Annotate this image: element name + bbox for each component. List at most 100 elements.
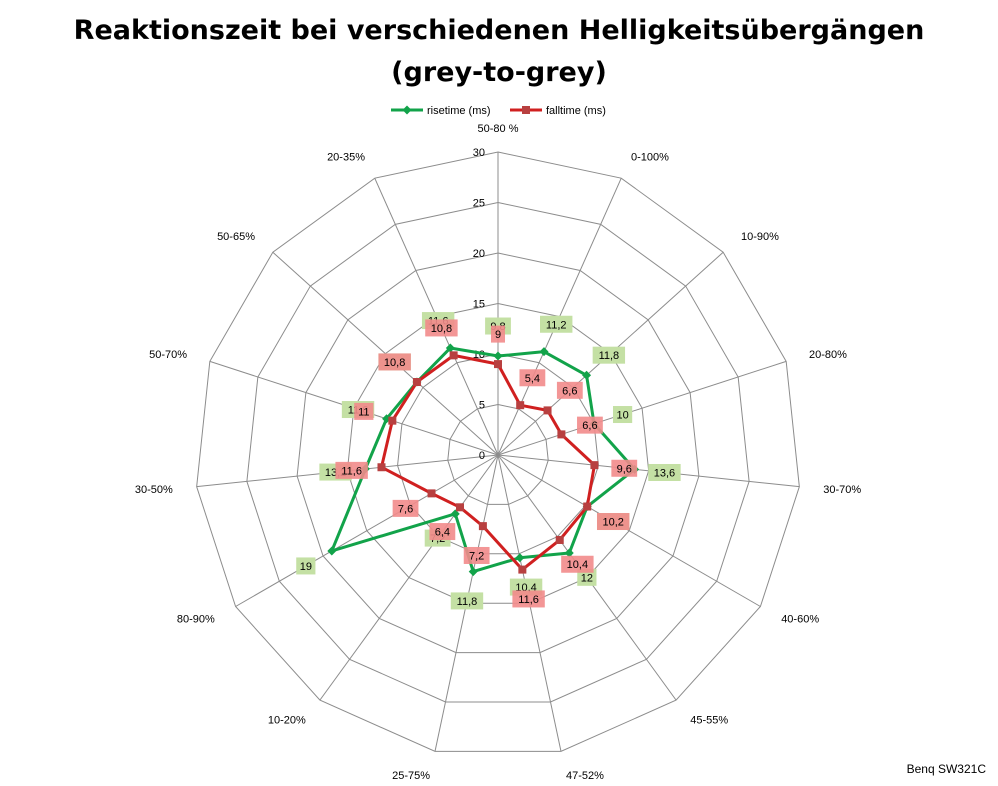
point-marker: [327, 546, 337, 556]
category-label: 30-70%: [823, 484, 861, 496]
data-label-bg: [429, 523, 456, 541]
point-marker: [450, 509, 460, 519]
category-label: 20-80%: [809, 349, 847, 361]
category-label: 30-50%: [135, 484, 173, 496]
data-label-bg: [519, 369, 546, 387]
category-label: 40-60%: [781, 614, 819, 626]
point-marker: [493, 351, 503, 361]
tick-label: 25: [473, 198, 485, 210]
data-label: 10,4: [567, 559, 588, 571]
data-label: 6,6: [562, 385, 577, 397]
category-label: 50-80 %: [478, 123, 519, 135]
grid-ring-30: [196, 151, 800, 752]
point-marker: [564, 548, 574, 558]
point-marker: [582, 370, 592, 380]
tick-label: 5: [479, 400, 485, 412]
spoke: [497, 360, 787, 456]
tick-label: 30: [473, 147, 485, 159]
point-marker: [557, 430, 566, 439]
data-label-bg: [335, 461, 368, 479]
category-label: 10-90%: [741, 231, 779, 243]
data-label: 19: [300, 561, 312, 573]
chart-title: Reaktionszeit bei verschiedenen Helligke…: [0, 10, 998, 94]
point-marker: [388, 416, 397, 425]
legend-marker: [522, 106, 530, 114]
data-label: 11,6: [518, 594, 539, 606]
data-label: 6,6: [582, 420, 597, 432]
spoke: [319, 454, 499, 701]
point-marker: [449, 351, 458, 360]
legend: risetime (ms) falltime (ms): [391, 105, 606, 117]
data-label-bg: [491, 325, 505, 343]
grid-ring-5: [447, 403, 549, 505]
chart-subtitle: (grey-to-grey): [391, 57, 607, 88]
chart-title-line1: Reaktionszeit bei verschiedenen Helligke…: [73, 15, 925, 46]
tick-label: 0: [479, 450, 485, 462]
data-label: 12: [581, 572, 593, 584]
spoke: [235, 454, 499, 607]
data-label: 10: [616, 410, 628, 422]
grid-ring-25: [246, 201, 750, 703]
point-marker: [377, 463, 386, 472]
series-line-0: [330, 346, 637, 574]
point-marker: [456, 503, 465, 512]
data-label: 13,6: [654, 467, 675, 479]
grid-ring-15: [346, 302, 650, 604]
data-label-bg: [577, 568, 597, 586]
data-label: 9,6: [617, 463, 632, 475]
data-label-bg: [592, 346, 626, 364]
category-label: 20-35%: [327, 151, 365, 163]
data-label-bg: [611, 459, 638, 477]
data-label: 5,4: [525, 373, 540, 385]
point-marker: [590, 461, 599, 470]
category-label: 50-70%: [149, 349, 187, 361]
point-marker: [468, 567, 478, 577]
point-marker: [555, 535, 564, 544]
data-label: 11,2: [546, 319, 567, 331]
data-label-bg: [450, 592, 484, 610]
spoke: [497, 454, 761, 607]
data-label-bg: [540, 315, 573, 333]
legend-marker: [402, 105, 412, 115]
data-label: 11,8: [457, 596, 478, 608]
point-marker: [445, 343, 455, 353]
data-label: 7,6: [398, 503, 413, 515]
series-line-1: [379, 353, 596, 572]
data-label: 10,2: [602, 517, 623, 529]
data-label: 10,8: [431, 323, 452, 335]
radar-grid: [196, 151, 800, 752]
footer-label: Benq SW321C: [906, 762, 986, 776]
point-marker: [494, 360, 502, 369]
data-label: 11,6: [341, 465, 362, 477]
data-label: 11: [358, 406, 369, 418]
category-label: 47-52%: [566, 770, 604, 782]
grid-ring-20: [296, 252, 700, 654]
tick-label: 20: [473, 248, 485, 260]
category-labels: 50-80 % 0-100% 10-90% 20-80% 30-70% 40-60% 45-…: [135, 123, 861, 782]
data-label: 10,8: [384, 357, 405, 369]
point-marker: [516, 401, 525, 410]
category-label: 50-65%: [217, 231, 255, 243]
data-label-bg: [561, 555, 594, 573]
data-label-bg: [556, 381, 583, 399]
data-label-bg: [378, 353, 411, 371]
point-marker: [412, 378, 421, 387]
data-label: 9: [495, 329, 501, 341]
data-label: 6,4: [435, 527, 450, 539]
data-label-bg: [577, 416, 603, 434]
data-label: 11,8: [599, 350, 620, 362]
data-label: 7,2: [469, 550, 484, 562]
point-marker: [515, 553, 525, 563]
point-marker: [539, 347, 549, 357]
data-label-bg: [296, 557, 316, 575]
data-label-bg: [596, 513, 630, 531]
category-label: 10-20%: [268, 715, 306, 727]
data-label-bg: [354, 402, 374, 420]
point-marker: [583, 502, 592, 511]
grid-ring-10: [397, 353, 599, 555]
data-label-bg: [648, 463, 681, 481]
legend-label: falltime (ms): [546, 105, 606, 117]
category-label: 0-100%: [631, 151, 669, 163]
